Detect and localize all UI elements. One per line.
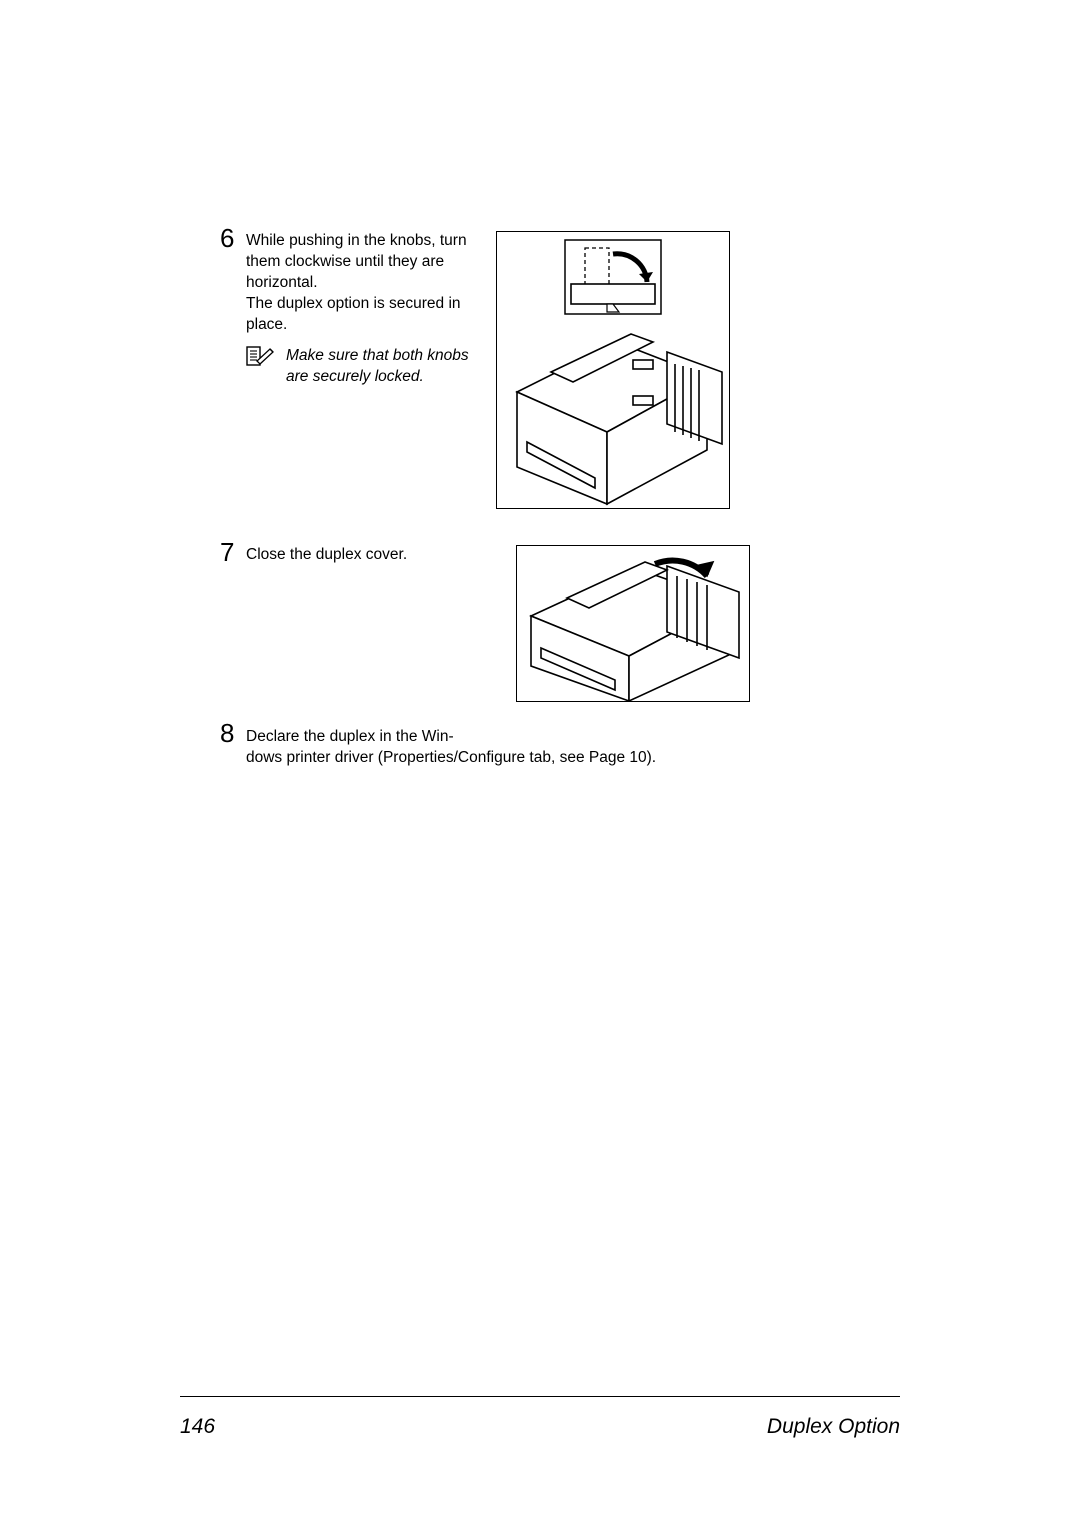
step-number: 6 (220, 225, 246, 251)
step-body: Declare the duplex in the Win- dows prin… (246, 720, 656, 769)
step-number: 7 (220, 539, 246, 565)
step-number: 8 (220, 720, 246, 746)
section-title: Duplex Option (767, 1415, 900, 1439)
note: Make sure that both knobs are securely l… (246, 346, 476, 388)
step6-para1: While pushing in the knobs, turn them cl… (246, 231, 476, 294)
figure-knob-turn (496, 231, 730, 509)
footer: 146 Duplex Option (180, 1415, 900, 1439)
figure-close-cover (516, 545, 750, 702)
step-text-column: Close the duplex cover. (246, 545, 496, 566)
step-7: 7 Close the duplex cover. (220, 539, 875, 702)
footer-rule (180, 1396, 900, 1397)
step-row: Close the duplex cover. (246, 545, 875, 702)
page: 6 While pushing in the knobs, turn them … (0, 0, 1080, 1527)
figure-column (496, 231, 730, 509)
step-body: While pushing in the knobs, turn them cl… (246, 225, 875, 509)
step8-line1: Declare the duplex in the Win- (246, 726, 656, 747)
step6-para2: The duplex option is secured in place. (246, 294, 476, 336)
step-body: Close the duplex cover. (246, 539, 875, 702)
step7-text: Close the duplex cover. (246, 545, 496, 566)
page-number: 146 (180, 1415, 215, 1439)
step-row: While pushing in the knobs, turn them cl… (246, 231, 875, 509)
note-text: Make sure that both knobs are securely l… (286, 346, 476, 388)
note-icon (246, 346, 276, 368)
step-text-column: While pushing in the knobs, turn them cl… (246, 231, 476, 387)
step8-line2: dows printer driver (Properties/Configur… (246, 747, 656, 768)
figure-column (516, 545, 750, 702)
step-6: 6 While pushing in the knobs, turn them … (220, 225, 875, 509)
step-8: 8 Declare the duplex in the Win- dows pr… (220, 720, 875, 769)
